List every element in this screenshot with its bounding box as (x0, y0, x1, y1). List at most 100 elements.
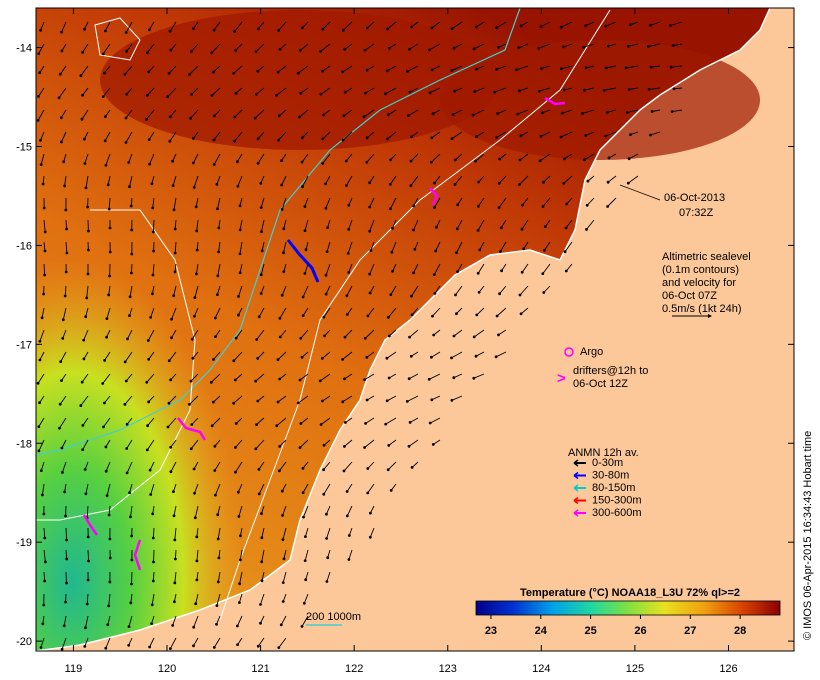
velocity-arrow-head (192, 186, 196, 189)
velocity-arrow-head (542, 180, 545, 184)
velocity-arrow-head (209, 380, 213, 384)
velocity-arrow-head (167, 359, 171, 363)
velocity-arrow-head (429, 160, 433, 164)
velocity-arrow-head (385, 356, 389, 360)
velocity-arrow-head (278, 377, 282, 381)
velocity-arrow-head (217, 250, 221, 254)
velocity-arrow-head (256, 69, 260, 73)
velocity-arrow (152, 219, 155, 233)
velocity-arrow-head (188, 73, 191, 76)
velocity-arrow-head (543, 248, 546, 252)
velocity-arrow-head (412, 228, 415, 232)
velocity-arrow (276, 87, 287, 96)
velocity-arrow-head (130, 228, 134, 232)
argo-marker-icon (564, 347, 574, 357)
velocity-arrow-head (104, 163, 108, 167)
velocity-arrow-head (216, 293, 219, 296)
velocity-arrow (539, 153, 551, 162)
velocity-arrow-head (80, 380, 84, 384)
legend-arrowhead-icon (573, 459, 579, 467)
velocity-arrow (191, 87, 199, 95)
velocity-arrow (516, 65, 529, 71)
velocity-arrow-head (474, 354, 478, 358)
velocity-arrow-head (363, 48, 367, 52)
velocity-arrow (348, 219, 353, 230)
velocity-arrow (194, 505, 199, 518)
velocity-arrow-head (450, 137, 454, 141)
velocity-arrow (342, 65, 353, 73)
velocity-arrow (429, 87, 441, 94)
velocity-arrow (673, 43, 683, 47)
velocity-arrow-head (87, 248, 90, 252)
velocity-arrow (279, 329, 287, 338)
velocity-arrow-head (193, 516, 197, 520)
velocity-arrow (302, 175, 309, 187)
velocity-arrow-head (43, 230, 47, 234)
velocity-arrow-head (301, 314, 305, 317)
velocity-arrow-head (79, 404, 83, 407)
velocity-arrow-head (368, 229, 372, 233)
velocity-arrow-head (86, 578, 90, 582)
velocity-arrow-head (151, 536, 155, 540)
legend-entry: 80-150m (592, 482, 635, 494)
velocity-arrow-head (538, 89, 541, 93)
velocity-arrow (585, 21, 595, 27)
velocity-arrow (254, 109, 265, 119)
velocity-arrow (61, 637, 67, 650)
velocity-arrow (191, 43, 199, 52)
velocity-arrow (174, 219, 177, 230)
velocity-arrow-head (36, 381, 40, 385)
velocity-arrow (303, 505, 309, 518)
velocity-arrow (370, 241, 375, 251)
velocity-arrow (303, 593, 309, 604)
velocity-arrow (583, 43, 595, 48)
velocity-arrow-head (42, 292, 45, 296)
velocity-arrow (169, 21, 177, 32)
velocity-arrow (237, 175, 243, 187)
velocity-arrow-head (539, 135, 543, 138)
velocity-arrow-head (408, 421, 412, 424)
velocity-arrow (38, 87, 45, 97)
y-tick-label: -17 (16, 339, 32, 351)
velocity-arrow (216, 615, 221, 625)
velocity-arrow-head (61, 471, 64, 474)
velocity-arrow-head (432, 333, 436, 337)
velocity-arrow (233, 395, 243, 404)
velocity-arrow-head (407, 444, 411, 448)
velocity-arrow-head (282, 270, 286, 274)
legend-arrowhead-icon (573, 509, 579, 517)
velocity-arrow (323, 307, 331, 318)
velocity-arrow (189, 395, 199, 405)
velocity-arrow-head (301, 26, 304, 30)
velocity-arrow (540, 131, 551, 137)
velocity-arrow (258, 307, 265, 318)
velocity-arrow-head (277, 28, 281, 32)
velocity-arrow-head (387, 444, 391, 447)
velocity-arrow-head (409, 159, 413, 163)
velocity-arrow-head (606, 205, 609, 208)
colorbar-tick-label: 27 (684, 625, 696, 637)
velocity-arrow-head (259, 181, 263, 185)
velocity-arrow (409, 417, 419, 423)
velocity-arrow-head (472, 47, 476, 51)
velocity-arrow (234, 373, 243, 381)
velocity-arrow-head (299, 336, 303, 340)
velocity-arrow (277, 65, 287, 73)
velocity-arrow-head (369, 249, 373, 252)
velocity-arrow (347, 241, 353, 254)
velocity-arrow (190, 109, 199, 119)
velocity-arrow (152, 571, 155, 582)
velocity-arrow (387, 461, 397, 471)
velocity-arrow-head (214, 493, 217, 497)
velocity-arrow (238, 505, 243, 517)
velocity-arrow-head (298, 115, 301, 119)
legend-entry: 0-30m (592, 457, 623, 469)
velocity-arrow-head (189, 379, 193, 383)
velocity-arrow-head (234, 49, 238, 52)
velocity-arrow (171, 307, 177, 320)
velocity-arrow-head (192, 27, 195, 30)
velocity-arrow (255, 43, 265, 52)
velocity-arrow-head (257, 468, 261, 471)
velocity-arrow-head (60, 446, 64, 450)
velocity-arrow-head (239, 534, 242, 538)
